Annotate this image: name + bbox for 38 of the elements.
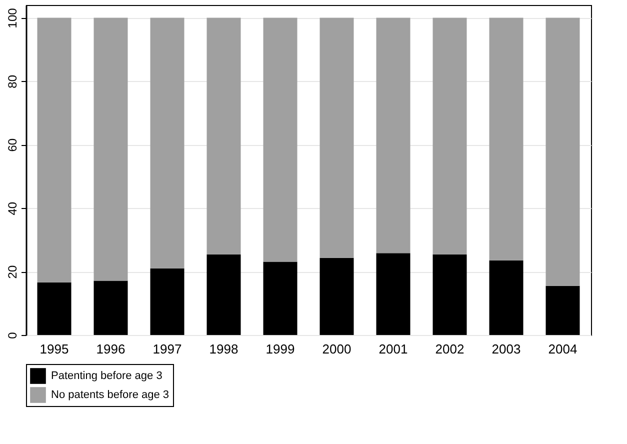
bar [150, 268, 184, 335]
x-tick-label: 1995 [40, 342, 69, 356]
x-tick-label: 2004 [548, 342, 578, 356]
bar [206, 254, 241, 335]
bar [546, 18, 580, 286]
bar [320, 18, 354, 258]
bar [376, 253, 410, 335]
y-tick-label: 80 [6, 74, 20, 88]
bar [546, 286, 580, 335]
x-tick-label: 1998 [209, 342, 238, 356]
legend-label: No patents before age 3 [51, 389, 170, 401]
x-tick-label: 1996 [96, 342, 126, 356]
bar [94, 18, 128, 281]
bar [263, 18, 298, 262]
bar [376, 18, 410, 254]
y-tick-label: 60 [6, 138, 20, 152]
y-tick-label: 20 [6, 265, 20, 279]
bar [150, 18, 184, 268]
bar [432, 18, 467, 254]
bar [206, 18, 241, 254]
x-tick-label: 2000 [322, 342, 352, 356]
legend-label: Patenting before age 3 [51, 370, 162, 382]
bar [432, 254, 467, 335]
x-tick-label: 2002 [435, 342, 464, 356]
x-tick-label: 1999 [266, 342, 295, 356]
bar [37, 282, 72, 335]
y-tick-label: 100 [6, 8, 20, 28]
x-tick-label: 2001 [378, 342, 408, 356]
x-tick-label: 1997 [152, 342, 182, 356]
bar [489, 18, 524, 260]
bar [37, 18, 72, 282]
x-tick-label: 2003 [492, 342, 521, 356]
bar [489, 260, 524, 335]
bar [320, 258, 354, 335]
bar [94, 280, 128, 335]
bar [263, 262, 298, 335]
y-tick-label: 40 [6, 202, 20, 216]
y-tick-label: 0 [6, 332, 20, 339]
